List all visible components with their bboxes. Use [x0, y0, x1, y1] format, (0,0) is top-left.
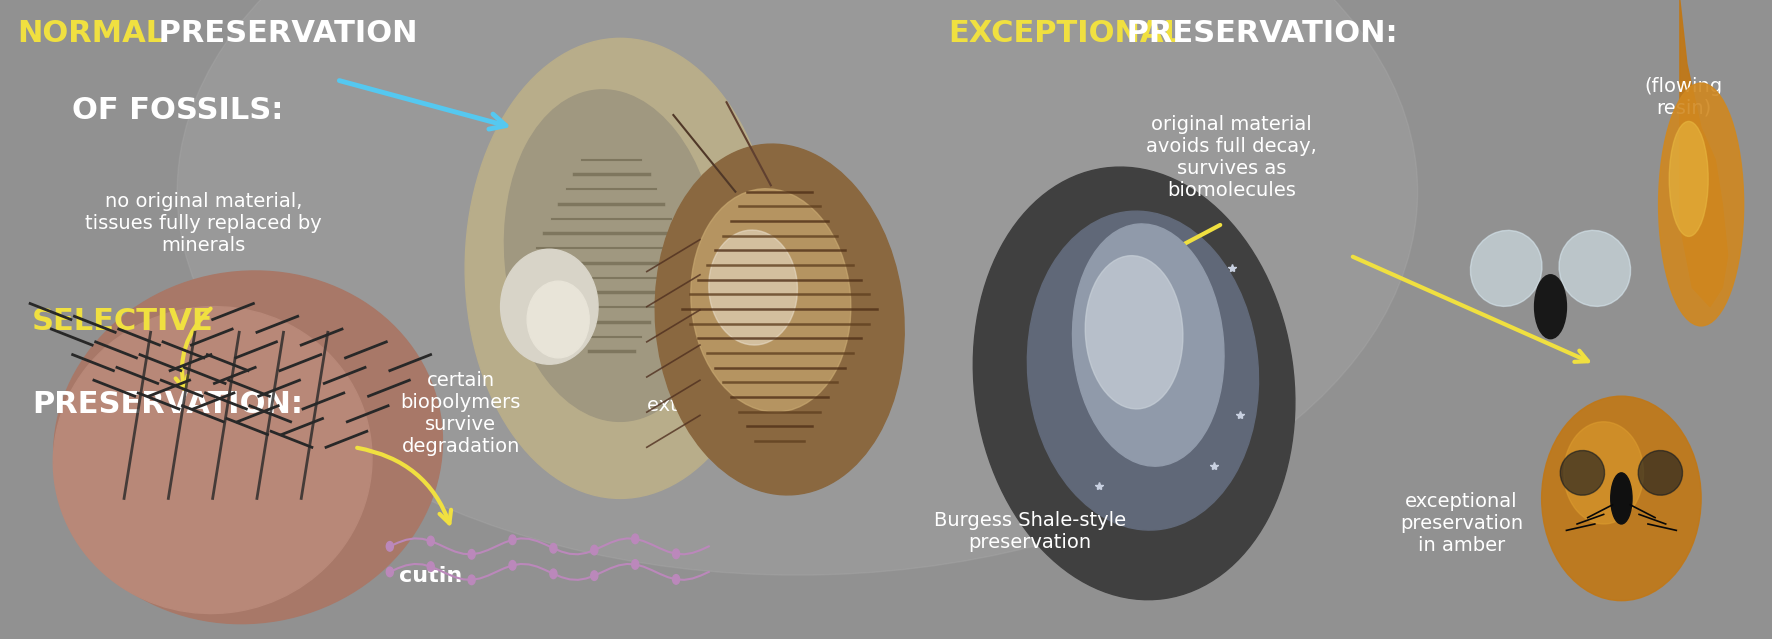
Ellipse shape [631, 534, 638, 544]
Ellipse shape [1535, 275, 1566, 339]
Ellipse shape [656, 144, 904, 495]
Ellipse shape [1563, 422, 1643, 524]
Ellipse shape [468, 550, 475, 559]
Ellipse shape [590, 545, 597, 555]
Text: certain
biopolymers
survive
degradation: certain biopolymers survive degradation [400, 371, 521, 456]
Ellipse shape [1542, 396, 1701, 601]
Text: extinct trilobite: extinct trilobite [647, 396, 796, 415]
Ellipse shape [427, 536, 434, 546]
Ellipse shape [509, 535, 516, 544]
Text: PRESERVATION:: PRESERVATION: [32, 390, 303, 419]
Ellipse shape [386, 542, 393, 551]
Ellipse shape [1559, 450, 1605, 495]
Text: EXCEPTIONAL: EXCEPTIONAL [948, 19, 1184, 48]
Ellipse shape [1072, 224, 1224, 466]
Ellipse shape [973, 167, 1295, 599]
Ellipse shape [1084, 256, 1184, 409]
Ellipse shape [590, 571, 597, 580]
Text: NORMAL: NORMAL [18, 19, 167, 48]
Text: PRESERVATION:: PRESERVATION: [1116, 19, 1398, 48]
Ellipse shape [691, 189, 851, 412]
Ellipse shape [505, 90, 718, 421]
Ellipse shape [526, 281, 588, 358]
Ellipse shape [427, 562, 434, 571]
Ellipse shape [1659, 83, 1744, 326]
Ellipse shape [177, 0, 1418, 575]
Ellipse shape [386, 567, 393, 576]
Ellipse shape [1471, 231, 1542, 306]
Ellipse shape [1028, 211, 1258, 530]
Ellipse shape [709, 230, 797, 345]
Text: (flowing
resin): (flowing resin) [1644, 77, 1722, 118]
Polygon shape [1680, 0, 1728, 307]
Text: exceptional
preservation
in amber: exceptional preservation in amber [1400, 492, 1522, 555]
Text: Burgess Shale-style
preservation: Burgess Shale-style preservation [934, 511, 1125, 552]
Ellipse shape [549, 543, 556, 553]
Ellipse shape [468, 575, 475, 585]
Ellipse shape [1611, 473, 1632, 524]
Ellipse shape [673, 574, 680, 584]
Ellipse shape [1637, 450, 1683, 495]
Ellipse shape [673, 549, 680, 558]
Ellipse shape [464, 38, 774, 498]
Text: SELECTIVE: SELECTIVE [32, 307, 214, 335]
Text: no original material,
tissues fully replaced by
minerals: no original material, tissues fully repl… [85, 192, 323, 255]
Text: original material
avoids full decay,
survives as
biomolecules: original material avoids full decay, sur… [1146, 115, 1317, 200]
Ellipse shape [53, 271, 443, 624]
Text: PRESERVATION: PRESERVATION [147, 19, 416, 48]
Text: OF FOSSILS:: OF FOSSILS: [71, 96, 284, 125]
Ellipse shape [1669, 121, 1708, 236]
Ellipse shape [53, 307, 372, 613]
Ellipse shape [500, 249, 597, 364]
Text: cutin: cutin [399, 566, 462, 585]
Ellipse shape [549, 569, 556, 578]
Ellipse shape [1559, 231, 1630, 306]
Ellipse shape [631, 560, 638, 569]
Ellipse shape [509, 560, 516, 570]
